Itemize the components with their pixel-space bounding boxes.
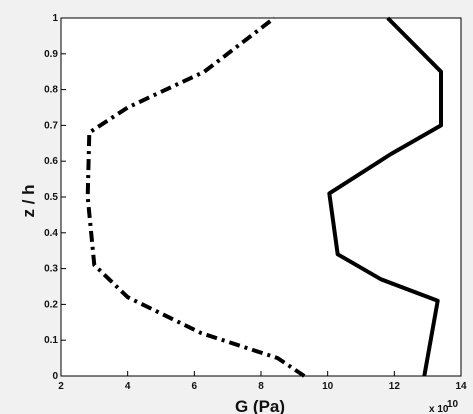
y-tick-label: 0.6 <box>44 156 58 167</box>
y-tick-label: 0.9 <box>44 49 58 60</box>
x-multiplier-exponent: 10 <box>447 399 459 410</box>
y-tick-label: 0.7 <box>44 120 58 131</box>
x-axis-label: G (Pa) <box>235 397 285 414</box>
x-multiplier-label: x 10 <box>429 404 449 414</box>
y-tick-label: 0.5 <box>44 192 58 203</box>
x-tick-label: 10 <box>322 381 334 392</box>
series-line-solid <box>327 16 443 377</box>
y-axis-label: z / h <box>19 184 38 217</box>
y-tick-label: 0.1 <box>44 335 58 346</box>
x-tick-label: 6 <box>192 381 198 392</box>
plot-area <box>60 17 462 377</box>
x-tick-label: 14 <box>455 381 467 392</box>
y-tick-label: 0.4 <box>44 228 58 239</box>
y-tick-label: 0.2 <box>44 299 58 310</box>
x-tick-label: 4 <box>125 381 131 392</box>
x-tick-label: 12 <box>389 381 401 392</box>
x-tick-label: 2 <box>58 381 64 392</box>
y-tick-label: 0.8 <box>44 85 58 96</box>
series-layer <box>85 16 443 378</box>
x-tick-label: 8 <box>258 381 264 392</box>
y-tick-label: 1 <box>52 13 58 24</box>
y-tick-label: 0.3 <box>44 264 58 275</box>
series-line-dash-dot <box>85 16 306 378</box>
y-tick-label: 0 <box>52 371 58 382</box>
ticks-layer: 2 4 6 8 10 12 14 0 0.1 0.2 0.3 0.4 0.5 0.6 0.7 0.8 0.9 1 <box>44 13 467 392</box>
